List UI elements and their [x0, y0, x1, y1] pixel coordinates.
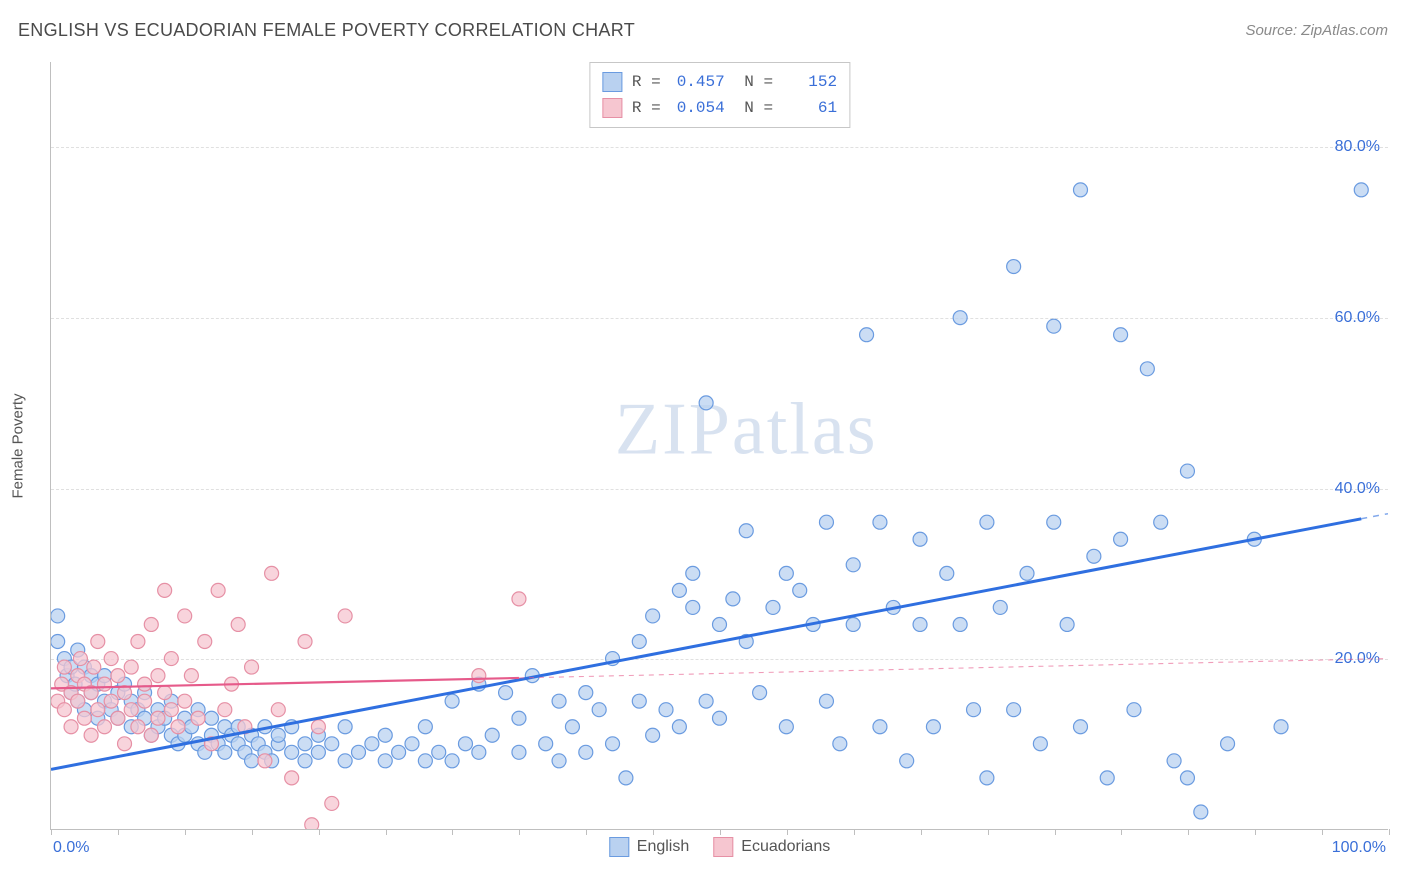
series-legend: English Ecuadorians [609, 837, 830, 857]
x-tick [1389, 829, 1390, 835]
r-value-english: 0.457 [671, 69, 725, 95]
n-label: N = [735, 69, 773, 95]
regression-line-extrapolated [519, 659, 1388, 678]
swatch-ecuadorians [602, 98, 622, 118]
r-value-ecuadorians: 0.054 [671, 95, 725, 121]
legend-row-ecuadorians: R = 0.054 N = 61 [602, 95, 837, 121]
x-tick [653, 829, 654, 835]
x-axis-max-label: 100.0% [1332, 839, 1386, 857]
n-label: N = [735, 95, 773, 121]
legend-label-ecuadorians: Ecuadorians [741, 838, 830, 856]
x-tick [988, 829, 989, 835]
x-tick [185, 829, 186, 835]
plot-area: ZIPatlas R = 0.457 N = 152 R = 0.054 N =… [50, 62, 1388, 830]
x-tick [118, 829, 119, 835]
x-tick [1121, 829, 1122, 835]
legend-row-english: R = 0.457 N = 152 [602, 69, 837, 95]
regression-layer [51, 62, 1388, 829]
x-tick [586, 829, 587, 835]
x-tick [1188, 829, 1189, 835]
x-tick [921, 829, 922, 835]
regression-line [51, 519, 1361, 770]
legend-label-english: English [637, 838, 689, 856]
x-axis-min-label: 0.0% [53, 839, 89, 857]
x-tick [854, 829, 855, 835]
regression-line [51, 678, 519, 688]
x-tick [452, 829, 453, 835]
swatch-english [609, 837, 629, 857]
x-tick [1322, 829, 1323, 835]
swatch-ecuadorians [713, 837, 733, 857]
title-bar: ENGLISH VS ECUADORIAN FEMALE POVERTY COR… [18, 20, 1388, 41]
x-tick [51, 829, 52, 835]
x-tick [519, 829, 520, 835]
r-label: R = [632, 69, 661, 95]
legend-item-ecuadorians: Ecuadorians [713, 837, 830, 857]
y-axis-title: Female Poverty [10, 393, 27, 498]
n-value-ecuadorians: 61 [783, 95, 837, 121]
x-tick [386, 829, 387, 835]
n-value-english: 152 [783, 69, 837, 95]
legend-item-english: English [609, 837, 689, 857]
x-tick [319, 829, 320, 835]
x-tick [1255, 829, 1256, 835]
x-tick [252, 829, 253, 835]
regression-line-extrapolated [1361, 514, 1388, 519]
chart-title: ENGLISH VS ECUADORIAN FEMALE POVERTY COR… [18, 20, 635, 41]
correlation-legend: R = 0.457 N = 152 R = 0.054 N = 61 [589, 62, 850, 128]
x-tick [1055, 829, 1056, 835]
r-label: R = [632, 95, 661, 121]
x-tick [787, 829, 788, 835]
source-label: Source: ZipAtlas.com [1245, 22, 1388, 39]
swatch-english [602, 72, 622, 92]
x-tick [720, 829, 721, 835]
